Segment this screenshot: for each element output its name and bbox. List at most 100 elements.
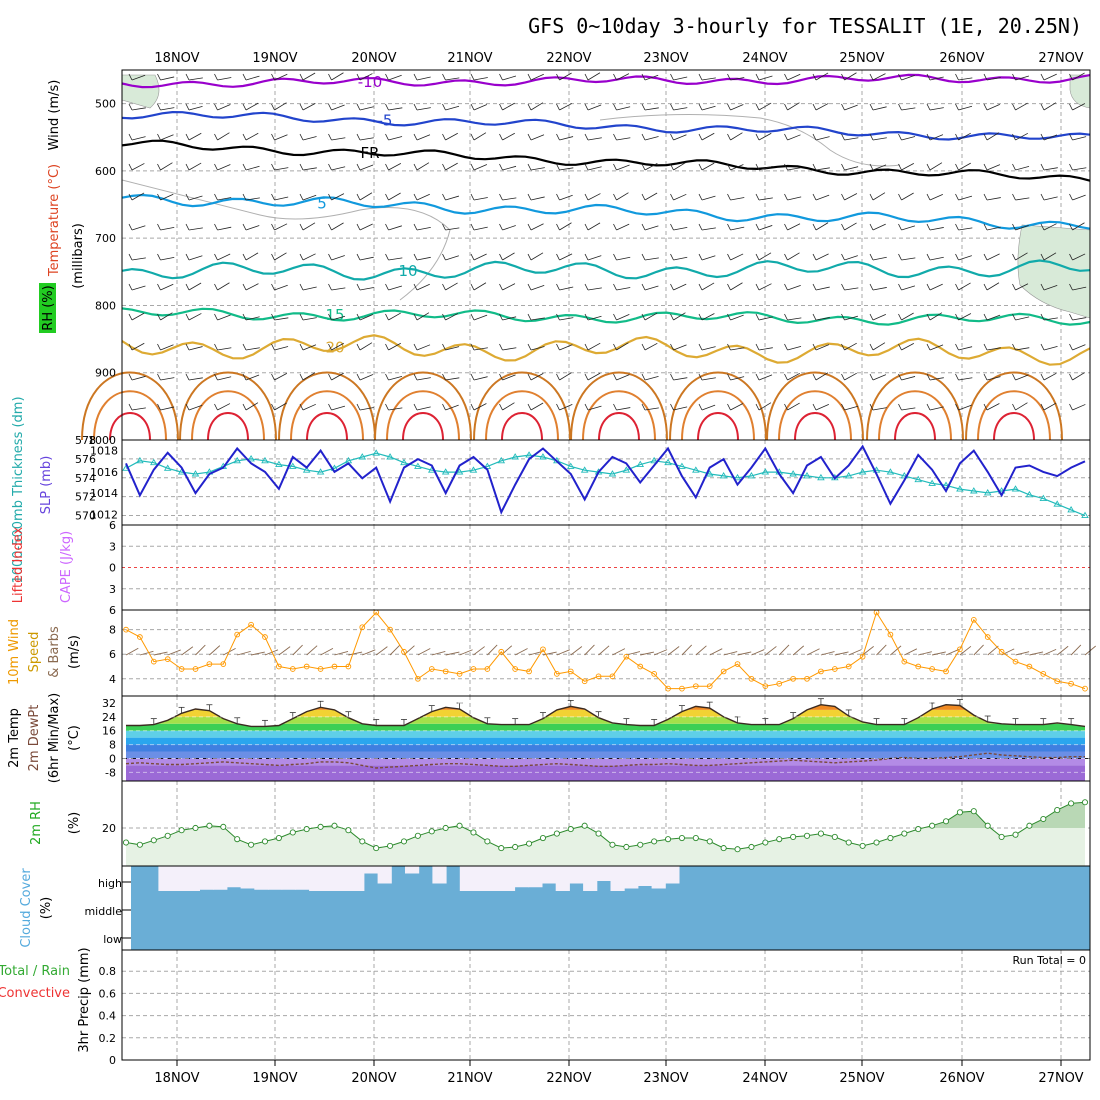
wind-barb xyxy=(986,77,1001,81)
wind-barb xyxy=(217,197,232,201)
wind-barb-flag xyxy=(755,373,760,381)
wind-speed-point xyxy=(943,668,949,675)
wind-barb xyxy=(1015,347,1030,351)
wind-barb xyxy=(559,167,574,171)
wind-barb-flag xyxy=(1069,73,1073,81)
wind-barb xyxy=(359,374,374,381)
wind-barb xyxy=(701,404,716,411)
wind-barb xyxy=(958,162,971,171)
wind-barb-flag xyxy=(812,313,817,321)
wind-barb xyxy=(245,197,260,201)
wind-barb xyxy=(958,77,973,81)
thickness-slp-panel xyxy=(122,444,1089,519)
wind-barb-flag xyxy=(527,283,532,291)
wind-barb xyxy=(815,317,830,321)
wind-barb-flag xyxy=(1040,253,1045,261)
wind-barb-flag xyxy=(727,403,731,411)
temp-tick-label: -8 xyxy=(105,766,116,779)
wind-barb xyxy=(1072,372,1085,381)
wind-barb xyxy=(872,256,887,261)
wind-barb xyxy=(502,283,516,291)
wind-barb xyxy=(815,103,829,111)
wind-barb xyxy=(701,195,716,201)
wind-barb-flag xyxy=(527,193,532,201)
wind-barb xyxy=(616,256,631,261)
rh-point xyxy=(956,809,963,816)
wind-barb xyxy=(388,163,402,171)
high-cloud-gap xyxy=(624,866,639,889)
wind-speed-point xyxy=(498,648,505,655)
wind-barb xyxy=(844,104,858,111)
rh-area xyxy=(126,802,1085,866)
high-cloud-gap xyxy=(528,866,543,888)
wind-barb-flag xyxy=(128,73,133,81)
wind-barb xyxy=(131,74,146,81)
surface-wind-barb xyxy=(806,648,820,656)
wind-barb xyxy=(245,374,260,381)
wind-barb-flag xyxy=(841,103,845,111)
rh-point xyxy=(484,838,491,845)
rh-point xyxy=(136,841,143,848)
wind-barb-flag xyxy=(755,313,760,321)
wind-barb xyxy=(872,192,886,201)
rh-point xyxy=(331,822,338,829)
surface-wind-barb xyxy=(667,646,680,656)
wind-barb xyxy=(217,314,231,321)
wind-barb xyxy=(217,282,230,291)
wind-tick-label: 4 xyxy=(109,673,116,686)
date-label-bottom: 24NOV xyxy=(742,1071,787,1086)
wind-barb-flag xyxy=(584,313,589,321)
boundary-layer-contour xyxy=(374,371,472,441)
wind-barb-flag xyxy=(413,373,418,381)
wind-barb xyxy=(416,193,430,201)
wind-barb-flag xyxy=(413,73,418,81)
high-cloud-gap xyxy=(583,866,598,891)
wind-barb-flag xyxy=(499,103,503,111)
wind-barb-flag xyxy=(499,253,503,261)
boundary-layer-contour xyxy=(794,412,836,441)
surface-wind-barb xyxy=(1043,648,1057,656)
wind-speed-point xyxy=(692,683,699,690)
wind-barb xyxy=(359,164,374,171)
wind-barb-flag xyxy=(385,193,389,201)
wind-barb-flag xyxy=(157,163,161,171)
wind-barb xyxy=(929,377,944,381)
rh-point xyxy=(915,826,922,833)
wind-barb xyxy=(844,255,858,261)
wind-barb-flag xyxy=(926,73,931,81)
wind-barb-flag xyxy=(214,163,218,171)
wind-barb xyxy=(274,196,289,201)
wind-barb xyxy=(388,285,403,291)
wind-barb-flag xyxy=(869,223,874,231)
wind-barb xyxy=(673,76,688,81)
wind-barb-flag xyxy=(869,133,874,141)
wind-barb xyxy=(331,104,345,111)
wind-barb-flag xyxy=(698,133,703,141)
wind-barb xyxy=(758,252,772,261)
wind-barb xyxy=(701,132,715,141)
wind-barb xyxy=(901,192,914,201)
temp-tick-label: 8 xyxy=(109,739,116,752)
wind-barb-flag xyxy=(214,373,218,381)
wind-speed-point xyxy=(1040,671,1047,677)
wind-barb-flag xyxy=(755,133,760,141)
wind-barb xyxy=(701,227,716,231)
thickness-point xyxy=(914,475,923,483)
wind-barb-flag xyxy=(385,253,389,261)
wind-barb xyxy=(1015,252,1028,261)
wind-barb-flag xyxy=(641,313,646,321)
thickness-point xyxy=(288,462,297,469)
wind-barb-flag xyxy=(898,373,902,381)
wind-speed-point xyxy=(623,653,630,660)
pressure-tick-label: 600 xyxy=(95,165,116,178)
wind-barb xyxy=(787,167,802,171)
wind-barb-flag xyxy=(328,103,332,111)
wind-barb xyxy=(901,107,916,111)
wind-barb-flag xyxy=(926,253,931,261)
rh-point xyxy=(400,838,408,845)
rh-line xyxy=(125,801,1086,850)
wind-barb-flag xyxy=(812,373,817,381)
wind-barb xyxy=(587,137,602,141)
wind-barb-flag xyxy=(242,223,247,231)
wind-barb-flag xyxy=(214,73,218,81)
